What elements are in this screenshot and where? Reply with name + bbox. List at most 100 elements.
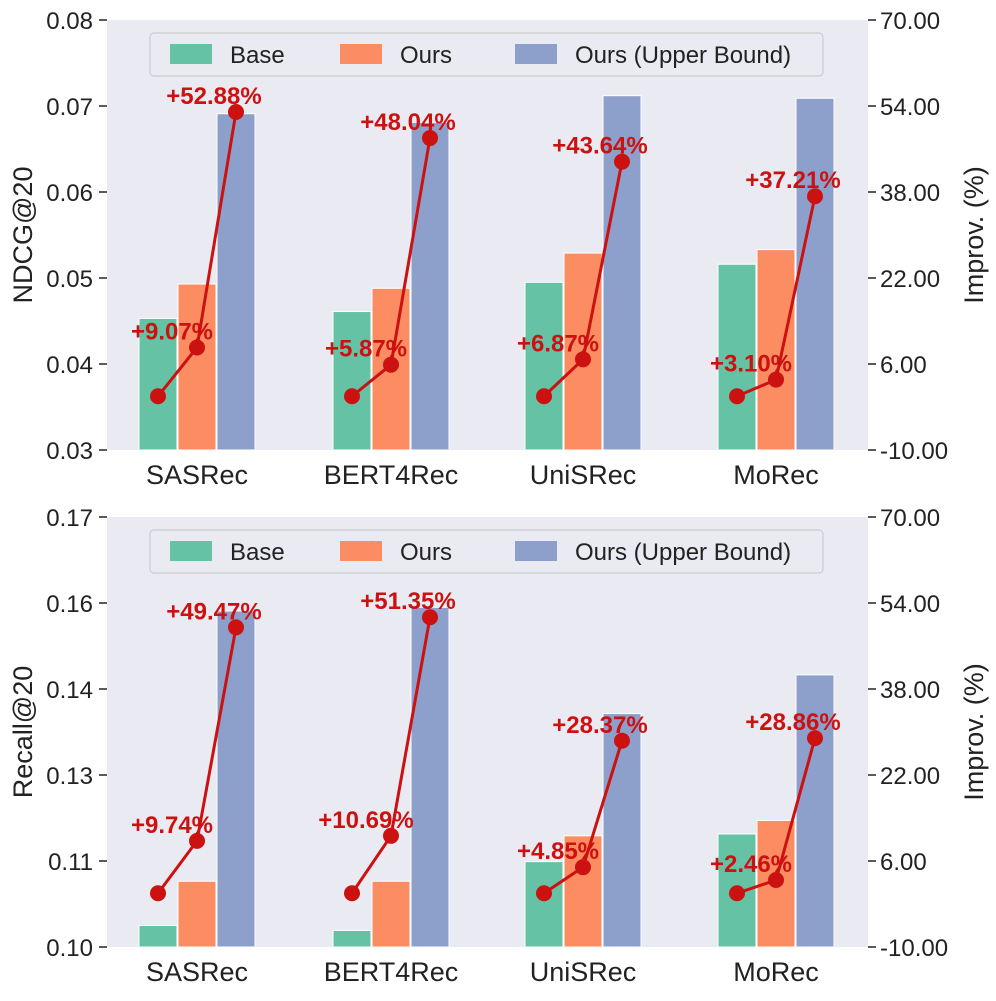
legend-label: Ours (Upper Bound) bbox=[575, 42, 791, 69]
improvement-marker bbox=[150, 885, 166, 902]
x-tick-label: MoRec bbox=[733, 957, 819, 987]
improvement-marker bbox=[344, 388, 360, 405]
y-axis-label: NDCG@20 bbox=[8, 167, 38, 304]
bar-ours bbox=[371, 880, 411, 948]
y2-tick-label: 38.00 bbox=[880, 180, 940, 207]
y2-tick-label: 6.00 bbox=[880, 849, 927, 876]
y-tick-label: 0.14 bbox=[46, 677, 93, 704]
improvement-marker bbox=[614, 153, 630, 170]
y2-tick-label: 22.00 bbox=[880, 266, 940, 293]
improvement-label-ours: +9.07% bbox=[131, 318, 213, 345]
y-tick-label: 0.06 bbox=[46, 180, 93, 207]
improvement-label-ours: +10.69% bbox=[318, 807, 413, 834]
y-tick-label: 0.07 bbox=[46, 94, 93, 121]
x-tick-label: BERT4Rec bbox=[324, 460, 459, 490]
improvement-marker bbox=[383, 356, 399, 373]
legend-swatch bbox=[340, 44, 382, 64]
legend-swatch bbox=[340, 541, 382, 561]
legend-label: Base bbox=[230, 539, 285, 566]
bar-ours-upper-bound bbox=[216, 113, 256, 451]
y2-tick-label: 54.00 bbox=[880, 591, 940, 618]
y-tick-label: 0.08 bbox=[46, 8, 93, 35]
y2-tick-label: 70.00 bbox=[880, 505, 940, 532]
legend-label: Ours bbox=[400, 539, 452, 566]
improvement-label-ours: +9.74% bbox=[131, 812, 213, 839]
legend-box bbox=[149, 32, 824, 77]
improvement-marker bbox=[228, 619, 244, 636]
improvement-marker bbox=[422, 609, 438, 626]
improvement-label-ours: +6.87% bbox=[517, 330, 599, 357]
improvement-marker bbox=[189, 832, 205, 849]
y2-tick-label: 38.00 bbox=[880, 677, 940, 704]
legend-label: Base bbox=[230, 42, 285, 69]
legend-label: Ours bbox=[400, 42, 452, 69]
improvement-marker bbox=[228, 104, 244, 121]
y2-tick-label: 22.00 bbox=[880, 763, 940, 790]
improvement-label-upper: +28.86% bbox=[745, 709, 840, 736]
improvement-marker bbox=[807, 730, 823, 747]
y2-tick-label: -10.00 bbox=[880, 935, 948, 962]
legend-label: Ours (Upper Bound) bbox=[575, 539, 791, 566]
y-axis-label: Recall@20 bbox=[8, 666, 38, 798]
y2-axis-label: Improv. (%) bbox=[959, 663, 989, 801]
bar-ours-upper-bound bbox=[795, 674, 835, 948]
y-tick-label: 0.17 bbox=[46, 505, 93, 532]
legend: Base Ours Ours (Upper Bound) bbox=[149, 529, 824, 574]
improvement-marker bbox=[768, 872, 784, 889]
improvement-label-upper: +49.47% bbox=[166, 598, 261, 625]
improvement-label-ours: +2.46% bbox=[710, 851, 792, 878]
improvement-label-ours: +4.85% bbox=[517, 838, 599, 865]
x-tick-label: MoRec bbox=[733, 460, 819, 490]
improvement-marker bbox=[575, 351, 591, 368]
x-tick-label: UniSRec bbox=[530, 957, 637, 987]
improvement-label-upper: +43.64% bbox=[552, 133, 647, 160]
bar-ours bbox=[756, 249, 796, 451]
bar-ours bbox=[563, 835, 603, 948]
improvement-marker bbox=[536, 885, 552, 902]
improvement-label-upper: +37.21% bbox=[745, 167, 840, 194]
y2-tick-label: 6.00 bbox=[880, 352, 927, 379]
improvement-marker bbox=[768, 371, 784, 388]
improvement-marker bbox=[150, 388, 166, 405]
bar-base bbox=[524, 861, 564, 948]
bar-ours bbox=[177, 283, 217, 451]
improvement-marker bbox=[729, 885, 745, 902]
legend-swatch bbox=[170, 44, 212, 64]
x-tick-label: BERT4Rec bbox=[324, 957, 459, 987]
bar-base bbox=[332, 929, 372, 948]
improvement-label-upper: +48.04% bbox=[360, 109, 455, 136]
x-tick-label: SASRec bbox=[146, 460, 248, 490]
improvement-label-upper: +28.37% bbox=[552, 712, 647, 739]
legend-swatch bbox=[515, 541, 557, 561]
bar-ours-upper-bound bbox=[602, 713, 642, 948]
bar-ours-upper-bound bbox=[410, 121, 450, 451]
improvement-marker bbox=[575, 859, 591, 876]
y2-tick-label: 70.00 bbox=[880, 8, 940, 35]
bar-base bbox=[717, 263, 757, 451]
bar-ours-upper-bound bbox=[410, 606, 450, 948]
improvement-label-upper: +52.88% bbox=[166, 83, 261, 110]
improvement-label-ours: +3.10% bbox=[710, 351, 792, 378]
improvement-marker bbox=[189, 339, 205, 356]
improvement-marker bbox=[422, 130, 438, 147]
improvement-marker bbox=[729, 388, 745, 405]
bar-base bbox=[524, 281, 564, 451]
bar-base bbox=[138, 925, 178, 948]
y-tick-label: 0.13 bbox=[46, 763, 93, 790]
y-tick-label: 0.05 bbox=[46, 266, 93, 293]
improvement-label-ours: +5.87% bbox=[325, 336, 407, 363]
legend-swatch bbox=[515, 44, 557, 64]
chart-panel-2: 0.10 0.11 0.13 0.14 0.16 0.17 -10.00 6.00 22.00 3… bbox=[8, 505, 989, 987]
legend: Base Ours Ours (Upper Bound) bbox=[149, 32, 824, 77]
y-tick-label: 0.11 bbox=[48, 849, 93, 876]
legend-swatch bbox=[170, 541, 212, 561]
y-tick-label: 0.10 bbox=[46, 935, 93, 962]
bar-ours bbox=[177, 880, 217, 948]
bar-ours-upper-bound bbox=[795, 97, 835, 451]
x-tick-label: SASRec bbox=[146, 957, 248, 987]
improvement-marker bbox=[383, 827, 399, 844]
y-tick-label: 0.04 bbox=[46, 352, 93, 379]
improvement-marker bbox=[344, 885, 360, 902]
